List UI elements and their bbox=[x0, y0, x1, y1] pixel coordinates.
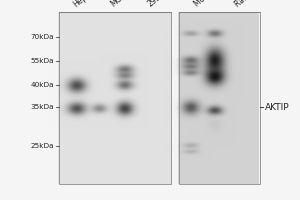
Text: HepG2: HepG2 bbox=[71, 0, 97, 9]
Text: 40kDa: 40kDa bbox=[31, 82, 54, 88]
Text: AKTIP: AKTIP bbox=[265, 102, 289, 112]
Bar bbox=[58, 12, 171, 184]
Text: MCF7: MCF7 bbox=[109, 0, 131, 9]
Text: 35kDa: 35kDa bbox=[31, 104, 54, 110]
Text: Mouse brain: Mouse brain bbox=[193, 0, 235, 9]
Bar bbox=[178, 12, 260, 184]
Text: 25kDa: 25kDa bbox=[31, 143, 54, 149]
Text: 55kDa: 55kDa bbox=[31, 58, 54, 64]
Text: Rat kidney: Rat kidney bbox=[233, 0, 271, 9]
Text: 293T: 293T bbox=[146, 0, 167, 9]
Text: 70kDa: 70kDa bbox=[31, 34, 54, 40]
